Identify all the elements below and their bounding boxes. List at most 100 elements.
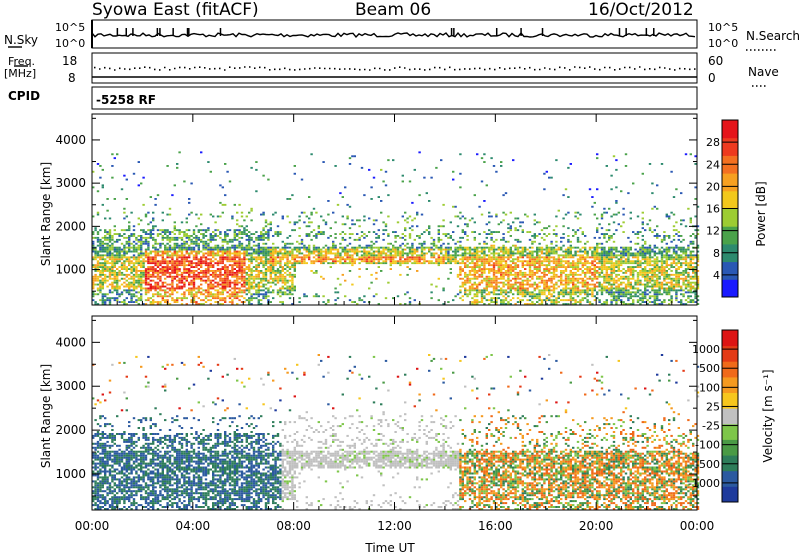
data-cell (358, 225, 360, 227)
data-cell (378, 253, 380, 255)
data-cell (114, 280, 116, 282)
data-cell (291, 251, 293, 253)
data-cell (553, 284, 555, 286)
data-cell (128, 260, 130, 262)
data-cell (190, 235, 192, 237)
data-cell (207, 268, 209, 270)
data-cell (457, 293, 459, 295)
data-cell (277, 253, 279, 255)
data-cell (507, 280, 509, 282)
data-cell (198, 253, 200, 255)
data-cell (238, 237, 240, 239)
data-cell (478, 270, 480, 272)
data-cell (526, 262, 528, 264)
data-cell (565, 260, 567, 262)
data-cell (366, 251, 368, 253)
data-cell (562, 194, 564, 196)
data-cell (510, 260, 512, 262)
data-cell (207, 289, 209, 291)
data-cell (378, 237, 380, 239)
data-cell (195, 276, 197, 278)
data-cell (512, 297, 514, 299)
data-cell (114, 258, 116, 260)
data-cell (267, 262, 269, 264)
data-cell (126, 268, 128, 270)
data-cell (332, 243, 334, 245)
data-cell (553, 301, 555, 303)
data-cell (162, 235, 164, 237)
data-cell (500, 276, 502, 278)
data-cell (202, 233, 204, 235)
data-cell (284, 243, 286, 245)
data-cell (642, 293, 644, 295)
data-cell (354, 301, 356, 303)
data-cell (594, 260, 596, 262)
data-cell (337, 254, 339, 256)
data-cell (459, 241, 461, 243)
data-cell (632, 266, 634, 268)
data-cell (536, 258, 538, 260)
data-cell (176, 253, 178, 255)
data-cell (181, 243, 183, 245)
data-cell (94, 253, 96, 255)
data-cell (334, 260, 336, 262)
data-cell (577, 264, 579, 266)
data-cell (202, 293, 204, 295)
data-cell (546, 258, 548, 260)
data-cell (548, 225, 550, 227)
data-cell (104, 268, 106, 270)
data-cell (234, 258, 236, 260)
data-cell (500, 289, 502, 291)
data-cell (536, 254, 538, 256)
data-cell (507, 276, 509, 278)
data-cell (157, 235, 159, 237)
data-cell (274, 231, 276, 233)
data-cell (236, 295, 238, 297)
data-cell (166, 268, 168, 270)
data-cell (589, 276, 591, 278)
data-cell (159, 295, 161, 297)
data-cell (171, 297, 173, 299)
data-cell (594, 254, 596, 256)
data-cell (442, 262, 444, 264)
data-cell (339, 243, 341, 245)
data-cell (217, 297, 219, 299)
data-cell (147, 247, 149, 249)
data-cell (246, 282, 248, 284)
data-cell (481, 256, 483, 258)
data-cell (457, 241, 459, 243)
data-cell (546, 264, 548, 266)
data-cell (474, 194, 476, 196)
data-cell (145, 270, 147, 272)
data-cell (637, 237, 639, 239)
data-cell (320, 262, 322, 264)
data-cell (109, 291, 111, 293)
data-cell (298, 227, 300, 229)
data-cell (195, 239, 197, 241)
data-cell (526, 278, 528, 280)
data-cell (308, 245, 310, 247)
data-cell (642, 295, 644, 297)
data-cell (190, 239, 192, 241)
data-cell (519, 278, 521, 280)
data-cell (238, 278, 240, 280)
data-cell (637, 262, 639, 264)
data-cell (466, 278, 468, 280)
data-cell (572, 272, 574, 274)
data-cell (219, 270, 221, 272)
data-cell (620, 225, 622, 227)
data-cell (183, 245, 185, 247)
data-cell (109, 274, 111, 276)
data-cell (342, 239, 344, 241)
data-cell (152, 293, 154, 295)
data-cell (94, 256, 96, 258)
data-cell (409, 216, 411, 218)
data-cell (171, 276, 173, 278)
data-cell (637, 231, 639, 233)
data-cell (178, 229, 180, 231)
data-cell (265, 280, 267, 282)
data-cell (169, 245, 171, 247)
data-cell (546, 171, 548, 173)
data-cell (142, 270, 144, 272)
data-cell (507, 249, 509, 251)
